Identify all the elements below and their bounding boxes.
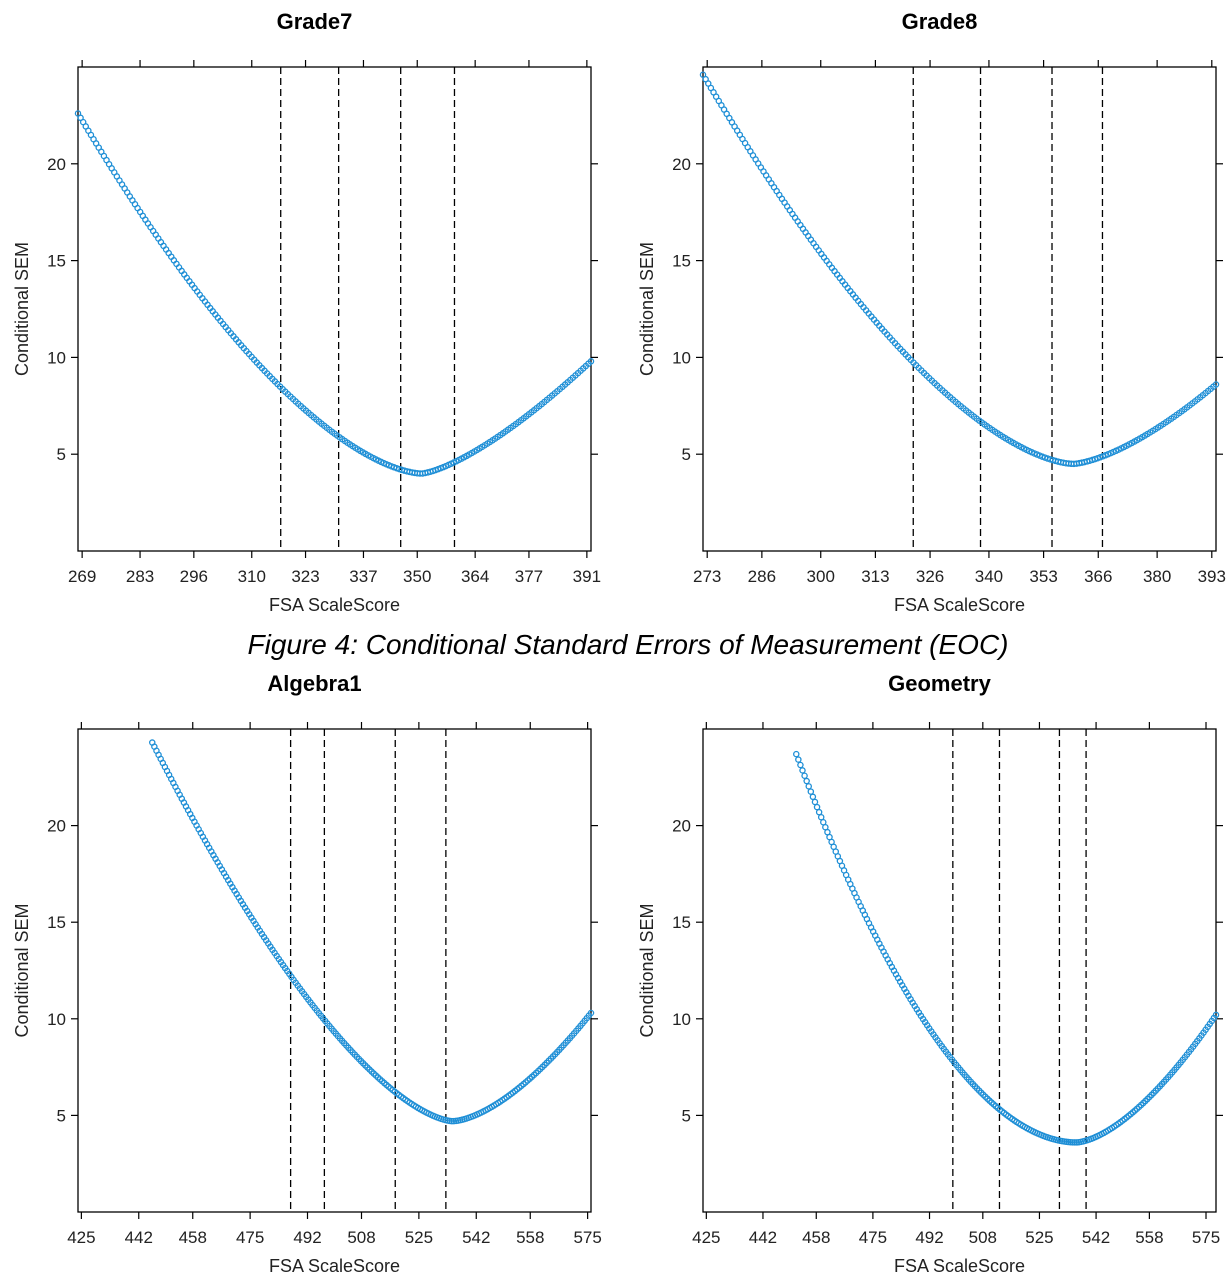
figure-caption: Figure 4: Conditional Standard Errors of…	[248, 629, 1009, 660]
plot-frame	[702, 66, 1217, 552]
x-tick-label: 269	[68, 567, 96, 586]
data-point	[805, 783, 812, 790]
y-axis-label: Conditional SEM	[637, 903, 657, 1037]
x-tick-label: 508	[347, 1228, 375, 1247]
x-tick-label: 558	[516, 1228, 544, 1247]
y-tick-label: 10	[47, 348, 66, 367]
x-axis-label: FSA ScaleScore	[269, 1256, 400, 1276]
plot-frame	[77, 66, 592, 552]
data-point	[813, 803, 821, 811]
x-tick-label: 425	[692, 1228, 720, 1247]
x-tick-label: 492	[915, 1228, 943, 1247]
data-point	[793, 750, 800, 758]
y-axis-label: Conditional SEM	[12, 242, 32, 376]
x-tick-label: 458	[179, 1228, 207, 1247]
x-tick-label: 366	[1084, 567, 1112, 586]
x-tick-label: 313	[861, 567, 889, 586]
chart-title: Algebra1	[267, 671, 361, 696]
x-tick-label: 323	[291, 567, 319, 586]
y-tick-label: 10	[672, 348, 691, 367]
x-tick-label: 393	[1198, 567, 1226, 586]
chart-title: Geometry	[888, 671, 991, 696]
y-axis-label: Conditional SEM	[12, 903, 32, 1037]
x-tick-label: 364	[461, 567, 489, 586]
x-tick-label: 353	[1029, 567, 1057, 586]
y-tick-label: 5	[57, 445, 66, 464]
x-tick-label: 558	[1135, 1228, 1163, 1247]
x-tick-label: 492	[293, 1228, 321, 1247]
chart-panel-grade7: Grade7 269 283 296 310 323 337 350 364 377 391 5 10 1…	[12, 9, 601, 615]
x-tick-label: 296	[180, 567, 208, 586]
x-tick-label: 391	[573, 567, 601, 586]
x-tick-label: 575	[573, 1228, 601, 1247]
x-axis-label: FSA ScaleScore	[894, 595, 1025, 615]
y-tick-label: 5	[682, 445, 691, 464]
data-point	[1212, 1011, 1220, 1019]
x-tick-label: 442	[749, 1228, 777, 1247]
y-tick-label: 15	[672, 252, 691, 271]
data-point	[799, 767, 806, 774]
plot-frame	[702, 728, 1217, 1213]
x-tick-label: 350	[403, 567, 431, 586]
x-tick-label: 542	[1082, 1228, 1110, 1247]
y-tick-label: 10	[47, 1010, 66, 1029]
x-tick-label: 475	[236, 1228, 264, 1247]
data-point	[1212, 381, 1220, 388]
x-tick-label: 337	[349, 567, 377, 586]
data-point	[811, 798, 819, 806]
plot-frame	[77, 728, 592, 1213]
y-tick-label: 15	[672, 913, 691, 932]
chart-title: Grade7	[277, 9, 353, 34]
x-tick-label: 458	[802, 1228, 830, 1247]
data-point	[809, 793, 817, 801]
y-tick-label: 20	[47, 817, 66, 836]
x-tick-label: 310	[238, 567, 266, 586]
x-tick-label: 326	[916, 567, 944, 586]
chart-panel-grade8: Grade8 273 286 300 313 326 340 353 366 380 393 5 10 1…	[637, 9, 1226, 615]
x-tick-label: 575	[1192, 1228, 1220, 1247]
x-tick-label: 442	[125, 1228, 153, 1247]
y-tick-label: 15	[47, 913, 66, 932]
x-tick-label: 283	[126, 567, 154, 586]
data-point	[797, 761, 804, 769]
chart-panel-geometry: Geometry 425 442 458 475 492 508 525 542 558 575 5 1…	[637, 671, 1223, 1276]
chart-panel-algebra1: Algebra1 425 442 458 475 492 508 525 542 558 575 5 1…	[12, 671, 602, 1276]
x-tick-label: 508	[969, 1228, 997, 1247]
x-tick-label: 380	[1143, 567, 1171, 586]
x-tick-label: 340	[975, 567, 1003, 586]
x-axis-label: FSA ScaleScore	[269, 595, 400, 615]
y-tick-label: 20	[672, 817, 691, 836]
data-point	[448, 1117, 456, 1125]
data-point	[1069, 1139, 1076, 1146]
x-tick-label: 425	[67, 1228, 95, 1247]
y-axis-label: Conditional SEM	[637, 242, 657, 376]
x-tick-label: 273	[693, 567, 721, 586]
x-tick-label: 525	[405, 1228, 433, 1247]
y-tick-label: 15	[47, 252, 66, 271]
x-tick-label: 286	[748, 567, 776, 586]
data-point	[807, 788, 815, 795]
y-tick-label: 5	[57, 1106, 66, 1125]
x-axis-label: FSA ScaleScore	[894, 1256, 1025, 1276]
chart-title: Grade8	[902, 9, 978, 34]
x-tick-label: 542	[462, 1228, 490, 1247]
data-point	[795, 756, 802, 763]
y-tick-label: 20	[672, 155, 691, 174]
data-point	[803, 777, 810, 785]
x-tick-label: 475	[859, 1228, 887, 1247]
data-point	[1071, 1139, 1078, 1146]
data-point	[587, 1009, 595, 1017]
data-point	[587, 358, 595, 365]
x-tick-label: 377	[515, 567, 543, 586]
y-tick-label: 20	[47, 155, 66, 174]
data-point	[801, 772, 808, 779]
x-tick-label: 525	[1025, 1228, 1053, 1247]
y-tick-label: 5	[682, 1106, 691, 1125]
x-tick-label: 300	[807, 567, 835, 586]
y-tick-label: 10	[672, 1010, 691, 1029]
